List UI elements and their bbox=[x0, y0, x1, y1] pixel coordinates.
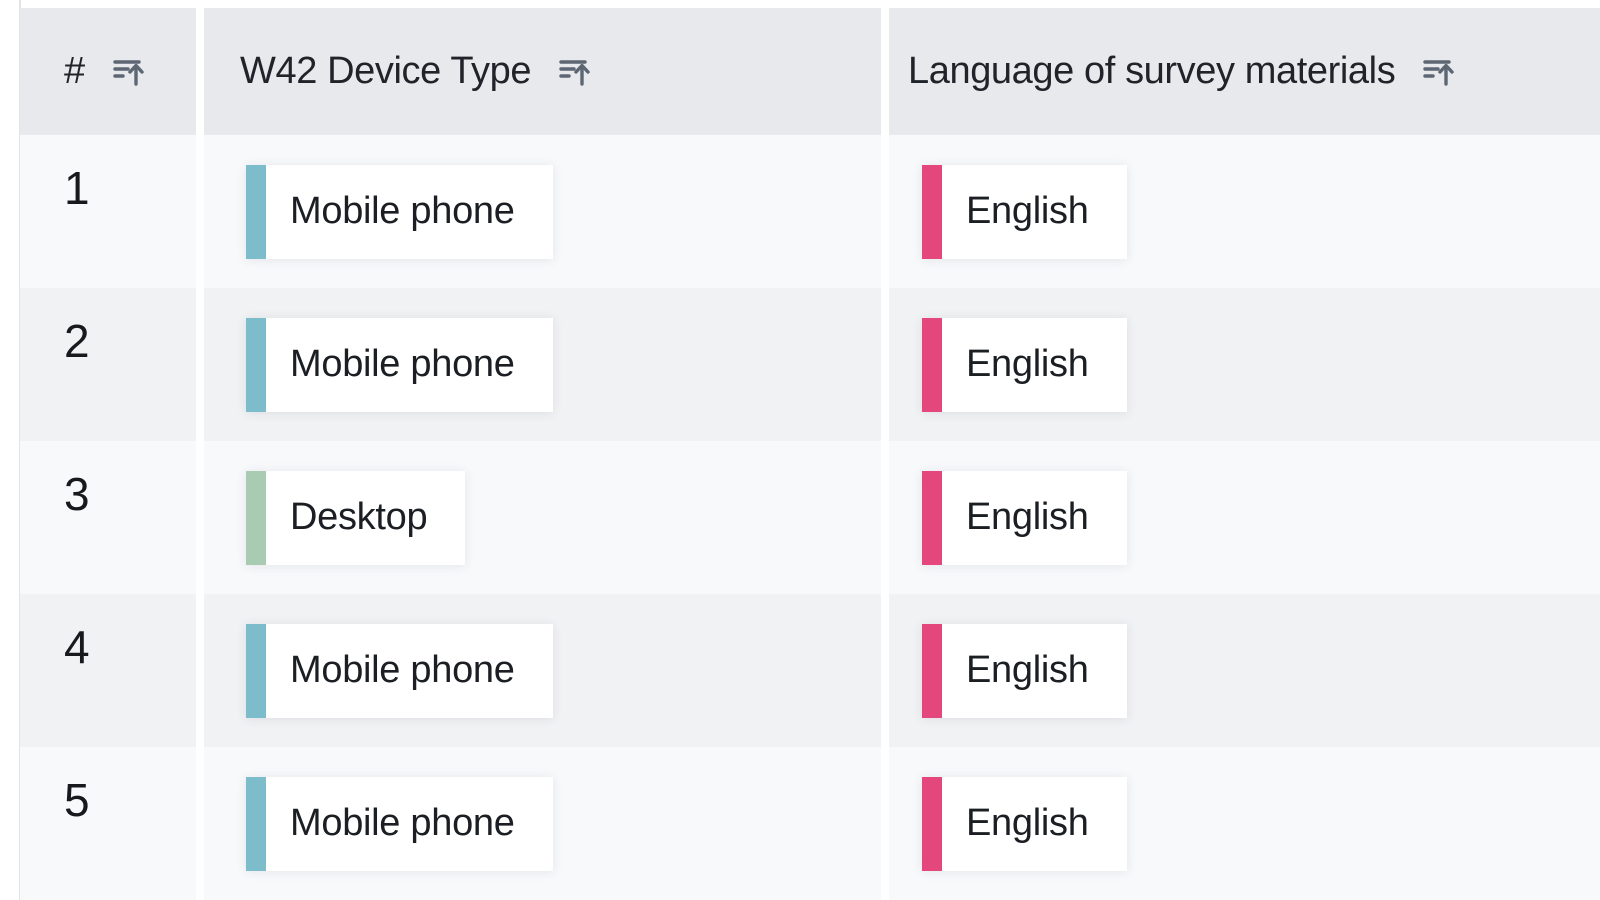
sort-ascending-icon[interactable] bbox=[559, 55, 593, 89]
row-number: 5 bbox=[64, 774, 90, 826]
language-cell: English bbox=[889, 288, 1600, 441]
device-type-chip[interactable]: Mobile phone bbox=[246, 317, 553, 412]
category-color-bar bbox=[922, 470, 942, 565]
category-color-bar bbox=[922, 164, 942, 259]
device-type-cell: Mobile phone bbox=[204, 747, 881, 900]
sort-ascending-icon[interactable] bbox=[1423, 55, 1457, 89]
device-type-cell: Mobile phone bbox=[204, 594, 881, 747]
language-chip[interactable]: English bbox=[922, 623, 1127, 718]
device-type-cell: Desktop bbox=[204, 441, 881, 594]
table-header: # W42 Device Type bbox=[20, 8, 1600, 135]
device-type-chip[interactable]: Mobile phone bbox=[246, 623, 553, 718]
device-type-value: Mobile phone bbox=[290, 802, 515, 844]
column-label: Language of survey materials bbox=[908, 50, 1396, 92]
column-header-row-number[interactable]: # bbox=[20, 8, 196, 135]
column-label: # bbox=[64, 50, 85, 92]
row-number: 3 bbox=[64, 468, 90, 520]
table-row: 1 Mobile phone English bbox=[20, 135, 1600, 288]
device-type-chip[interactable]: Desktop bbox=[246, 470, 466, 565]
row-number-cell: 2 bbox=[20, 288, 196, 441]
device-type-chip[interactable]: Mobile phone bbox=[246, 164, 553, 259]
table-row: 4 Mobile phone English bbox=[20, 594, 1600, 747]
device-type-chip[interactable]: Mobile phone bbox=[246, 776, 553, 871]
language-value: English bbox=[966, 802, 1089, 844]
category-color-bar bbox=[922, 317, 942, 412]
device-type-cell: Mobile phone bbox=[204, 288, 881, 441]
language-cell: English bbox=[889, 441, 1600, 594]
column-header-language[interactable]: Language of survey materials bbox=[889, 8, 1600, 135]
row-number-cell: 4 bbox=[20, 594, 196, 747]
device-type-value: Mobile phone bbox=[290, 343, 515, 385]
column-header-device-type[interactable]: W42 Device Type bbox=[204, 8, 881, 135]
table-row: 5 Mobile phone English bbox=[20, 747, 1600, 900]
device-type-value: Mobile phone bbox=[290, 190, 515, 232]
category-color-bar bbox=[246, 776, 266, 871]
column-label: W42 Device Type bbox=[240, 50, 532, 92]
language-chip[interactable]: English bbox=[922, 164, 1127, 259]
device-type-value: Mobile phone bbox=[290, 649, 515, 691]
category-color-bar bbox=[922, 776, 942, 871]
row-number-cell: 3 bbox=[20, 441, 196, 594]
language-value: English bbox=[966, 190, 1089, 232]
row-number: 2 bbox=[64, 315, 90, 367]
language-chip[interactable]: English bbox=[922, 470, 1127, 565]
table-body: 1 Mobile phone English 2 Mobile phone bbox=[20, 135, 1600, 900]
row-number-cell: 5 bbox=[20, 747, 196, 900]
panel-left-border bbox=[19, 0, 21, 900]
language-chip[interactable]: English bbox=[922, 317, 1127, 412]
category-color-bar bbox=[246, 470, 266, 565]
category-color-bar bbox=[246, 164, 266, 259]
language-cell: English bbox=[889, 594, 1600, 747]
sort-ascending-icon[interactable] bbox=[113, 55, 147, 89]
table-row: 2 Mobile phone English bbox=[20, 288, 1600, 441]
row-number-cell: 1 bbox=[20, 135, 196, 288]
category-color-bar bbox=[246, 317, 266, 412]
language-value: English bbox=[966, 649, 1089, 691]
device-type-cell: Mobile phone bbox=[204, 135, 881, 288]
language-cell: English bbox=[889, 135, 1600, 288]
language-cell: English bbox=[889, 747, 1600, 900]
device-type-value: Desktop bbox=[290, 496, 428, 538]
language-value: English bbox=[966, 343, 1089, 385]
category-color-bar bbox=[246, 623, 266, 718]
data-table: # W42 Device Type bbox=[20, 8, 1600, 900]
language-value: English bbox=[966, 496, 1089, 538]
row-number: 4 bbox=[64, 621, 90, 673]
row-number: 1 bbox=[64, 162, 90, 214]
table-row: 3 Desktop English bbox=[20, 441, 1600, 594]
language-chip[interactable]: English bbox=[922, 776, 1127, 871]
category-color-bar bbox=[922, 623, 942, 718]
